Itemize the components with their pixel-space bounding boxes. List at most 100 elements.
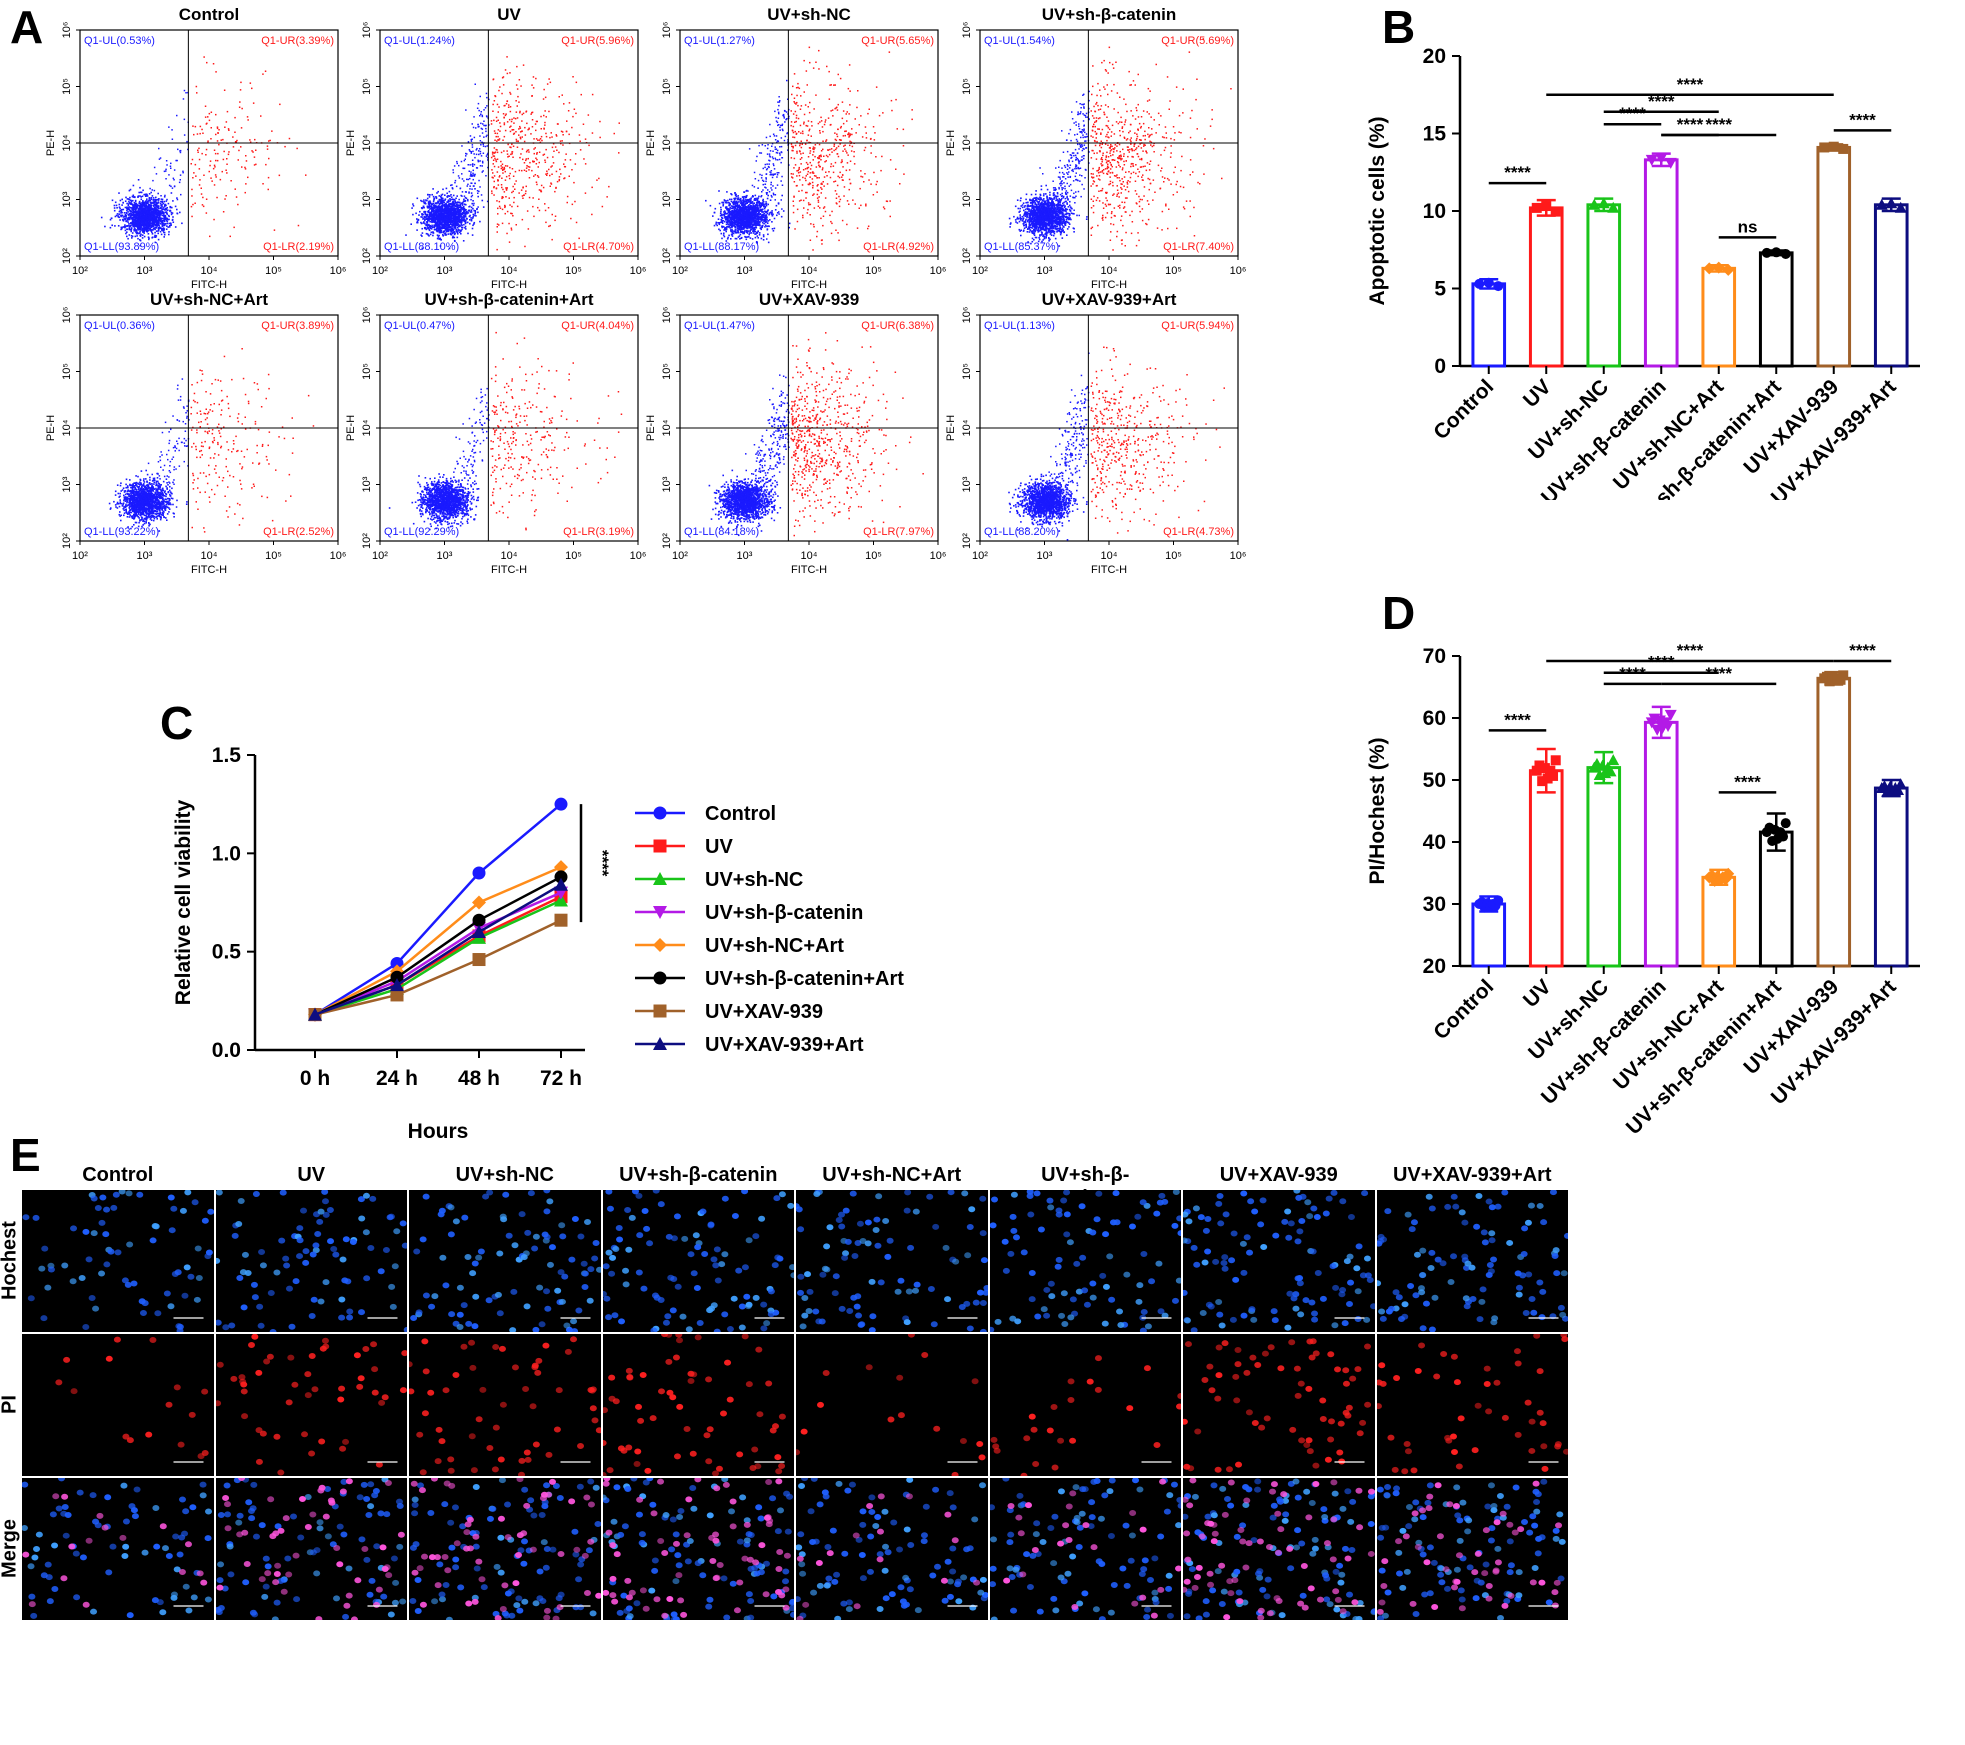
- data-point: [1664, 157, 1677, 169]
- data-point: [1778, 831, 1789, 842]
- quadrant-ul-label: Q1-UL(1.13%): [984, 320, 1055, 332]
- series-line: [314, 891, 562, 1016]
- data-point: [1708, 874, 1721, 887]
- bar-3: [1586, 203, 1622, 368]
- y-axis-title: Apoptotic cells (%): [1366, 116, 1389, 305]
- y-tick-label: 10⁴: [61, 419, 73, 436]
- data-point: [554, 893, 568, 907]
- legend-marker: [653, 806, 667, 820]
- bar-1: [1471, 282, 1507, 368]
- x-tick-label: 10²: [72, 265, 88, 277]
- legend-marker: [653, 938, 667, 952]
- data-point: [390, 988, 404, 1002]
- data-point: [1539, 763, 1550, 774]
- quadrant-lr-label: Q1-LR(7.97%): [863, 526, 934, 538]
- flow-plot-title: UV+sh-β-catenin: [1042, 5, 1177, 24]
- y-tick-label: 0: [1434, 355, 1446, 378]
- micrograph-merge-3: [409, 1478, 601, 1620]
- flow-scatter: [388, 331, 623, 531]
- x-tick-label: 10⁴: [201, 265, 218, 277]
- flow-plot-7: UV+XAV-939 Q1-UL(1.47%) Q1-UR(6.38%) Q1-LL(…: [645, 290, 946, 576]
- data-point: [1875, 198, 1888, 210]
- series-6: [308, 870, 568, 1022]
- x-tick-label: 10²: [672, 265, 688, 277]
- significance-label: ****: [1849, 641, 1876, 660]
- x-tick-label: 10²: [972, 550, 988, 562]
- x-tick-label: UV: [1519, 375, 1556, 412]
- data-point: [1828, 141, 1839, 152]
- x-axis-label: FITC-H: [491, 279, 527, 291]
- x-tick-label: 10⁶: [330, 550, 347, 562]
- significance-label: ****: [1706, 664, 1733, 683]
- y-axis-label: PE-H: [45, 130, 57, 156]
- bar-1: [1471, 902, 1507, 968]
- y-tick-label: 10³: [961, 476, 973, 492]
- x-tick-label: 10⁵: [565, 265, 582, 277]
- y-tick-label: 10⁶: [361, 22, 373, 39]
- x-tick-label: 10⁶: [630, 265, 647, 277]
- x-tick-label: 10⁴: [801, 265, 818, 277]
- legend-label: UV+sh-β-catenin+Art: [705, 968, 904, 990]
- x-tick-label: 0 h: [300, 1067, 330, 1090]
- series-line: [314, 899, 562, 1016]
- quadrant-ll-label: Q1-LL(92.29%): [384, 526, 459, 538]
- y-tick-label: 10⁵: [961, 363, 973, 380]
- micro-column-title: UV+sh-NC: [455, 1164, 554, 1186]
- x-tick-label: 10³: [137, 550, 153, 562]
- legend-label: UV+sh-β-catenin: [705, 902, 863, 924]
- cell-viability-line-chart: 0.0 0.5 1.0 1.5 0 h 24 h 48 h 72 h Relative cell…: [172, 744, 904, 1143]
- x-tick-label: 10³: [437, 550, 453, 562]
- significance-label: ****: [1706, 115, 1733, 134]
- flow-plot-3: UV+sh-NC Q1-UL(1.27%) Q1-UR(5.65%) Q1-LL(88…: [645, 5, 946, 291]
- data-point: [1645, 154, 1658, 166]
- flow-plot-title: UV+XAV-939: [759, 290, 859, 309]
- quadrant-lr-label: Q1-LR(4.92%): [863, 241, 934, 253]
- quadrant-ur-label: Q1-UR(4.04%): [561, 320, 634, 332]
- y-tick-label: 15: [1423, 123, 1447, 146]
- flow-plot-title: UV+sh-NC+Art: [150, 290, 268, 309]
- data-point: [554, 870, 568, 884]
- micrograph-pi-3: [409, 1334, 601, 1476]
- quadrant-ul-label: Q1-UL(1.27%): [684, 35, 755, 47]
- flow-plot-title: UV+XAV-939+Art: [1042, 290, 1177, 309]
- x-tick-label: 10⁶: [330, 265, 347, 277]
- data-point: [390, 970, 404, 984]
- micrograph-pi-6: [989, 1334, 1181, 1476]
- legend-marker: [653, 971, 667, 985]
- micrograph-merge-1: [22, 1478, 214, 1620]
- flow-cytometry-panels: Control Q1-UL(0.53%) Q1-UR(3.39%) Q1-LL(93.…: [45, 5, 1246, 576]
- quadrant-ur-label: Q1-UR(3.89%): [261, 320, 334, 332]
- legend-marker: [653, 872, 667, 885]
- data-point: [1607, 201, 1620, 213]
- significance-label: ****: [1504, 163, 1531, 182]
- y-tick-label: 10⁴: [961, 419, 973, 436]
- y-tick-label: 0.5: [212, 941, 242, 964]
- flow-scatter: [100, 56, 307, 247]
- micrograph-hochest-3: [409, 1190, 601, 1332]
- flow-scatter: [705, 46, 913, 251]
- quadrant-ur-label: Q1-UR(5.69%): [1161, 35, 1234, 47]
- bar-6: [1758, 251, 1794, 368]
- quadrant-ul-label: Q1-UL(1.47%): [684, 320, 755, 332]
- y-tick-label: 70: [1423, 645, 1446, 668]
- legend-label: UV+sh-NC: [705, 869, 803, 891]
- panel-label-c: C: [160, 697, 194, 749]
- quadrant-ur-label: Q1-UR(6.38%): [861, 320, 934, 332]
- y-tick-label: 10⁶: [61, 307, 73, 324]
- flow-plot-5: UV+sh-NC+Art Q1-UL(0.36%) Q1-UR(3.89%) Q1-L…: [45, 290, 346, 576]
- x-tick-label: 72 h: [540, 1067, 582, 1090]
- micro-row-label: Merge: [0, 1519, 21, 1578]
- bar-4: [1643, 720, 1679, 968]
- y-tick-label: 1.5: [212, 744, 242, 767]
- data-point: [1892, 783, 1905, 795]
- quadrant-lr-label: Q1-LR(2.19%): [263, 241, 334, 253]
- flow-scatter: [405, 56, 620, 251]
- data-point: [1780, 248, 1791, 259]
- y-tick-label: 10²: [61, 248, 73, 264]
- y-tick-label: 10⁴: [661, 134, 673, 151]
- y-tick-label: 10⁶: [61, 22, 73, 39]
- data-point: [1664, 709, 1677, 721]
- micrograph-hochest-4: [602, 1190, 794, 1332]
- data-point: [1537, 776, 1548, 787]
- micrograph-hochest-7: [1183, 1190, 1375, 1332]
